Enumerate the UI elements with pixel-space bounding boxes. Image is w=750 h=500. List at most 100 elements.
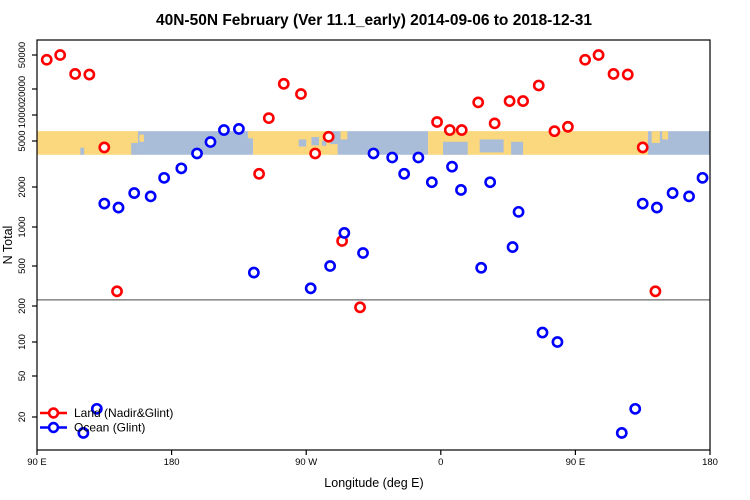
y-tick-label: 20 (17, 412, 28, 423)
data-point-ocean (158, 171, 171, 184)
y-tick-label: 100 (17, 334, 28, 350)
x-tick-label: 0 (438, 457, 443, 468)
map-band-patch (443, 141, 468, 155)
map-band-patch (662, 131, 669, 140)
legend-item-marker (47, 421, 60, 434)
data-point-land (548, 125, 561, 138)
map-band-segment (137, 131, 254, 155)
data-point-ocean (666, 187, 679, 199)
data-point-ocean (112, 201, 125, 214)
data-point-ocean (324, 260, 337, 272)
map-band-patch (651, 131, 660, 143)
data-point-ocean (90, 402, 103, 415)
data-point-ocean (636, 197, 649, 210)
data-point-ocean (98, 197, 111, 210)
map-band-patch (131, 142, 138, 155)
x-tick-label: 90 E (566, 457, 586, 468)
data-point-land (621, 68, 634, 81)
map-band-patch (340, 131, 348, 140)
y-axis-label: N Total (1, 226, 15, 265)
data-point-ocean (247, 266, 260, 279)
y-tick-label: 10000 (17, 102, 28, 128)
data-point-ocean (512, 205, 525, 218)
data-point-ocean (398, 167, 411, 180)
data-point-land (532, 79, 545, 92)
data-point-ocean (484, 176, 497, 189)
map-band-patch (80, 147, 85, 155)
map-band-patch (330, 144, 338, 155)
data-point-land (54, 49, 67, 61)
y-tick-label: 50 (17, 371, 28, 382)
data-point-ocean (204, 136, 217, 148)
data-point-ocean (357, 247, 369, 259)
data-point-land (488, 117, 501, 130)
map-band-patch (511, 141, 524, 155)
data-point-ocean (696, 171, 709, 184)
x-tick-label: 90 E (27, 457, 47, 468)
data-point-land (322, 130, 335, 143)
data-point-ocean (386, 151, 399, 164)
data-point-land (636, 141, 649, 154)
data-point-ocean (455, 184, 467, 196)
x-axis-label: Longitude (deg E) (324, 476, 423, 490)
data-point-land (295, 88, 307, 100)
data-point-land (649, 285, 662, 298)
legend-item-marker (47, 407, 60, 419)
data-point-ocean (77, 427, 90, 439)
data-point-ocean (218, 124, 230, 136)
y-tick-label: 500 (17, 258, 28, 274)
data-point-land (455, 124, 468, 136)
data-point-land (40, 53, 53, 66)
plot-frame (36, 39, 711, 451)
data-point-ocean (425, 176, 438, 189)
data-point-ocean (536, 326, 549, 339)
data-point-land (503, 95, 516, 107)
data-point-ocean (651, 201, 663, 214)
data-point-land (517, 95, 529, 107)
data-point-ocean (683, 190, 695, 203)
data-point-ocean (232, 123, 245, 135)
data-point-land (309, 147, 322, 160)
data-point-ocean (128, 187, 141, 199)
data-point-land (277, 77, 290, 90)
data-point-land (607, 68, 620, 80)
legend-item-label: Ocean (Glint) (74, 421, 145, 435)
map-band-patch (479, 139, 504, 153)
data-point-ocean (338, 227, 351, 239)
data-point-land (472, 96, 485, 109)
y-tick-label: 50000 (17, 42, 28, 68)
chart-title: 40N-50N February (Ver 11.1_early) 2014-0… (156, 12, 592, 29)
map-band-patch (311, 137, 319, 146)
data-point-land (83, 68, 96, 81)
plot-area: 5000020000100005000200010005002001005020… (17, 39, 718, 468)
map-band-segment (330, 131, 429, 155)
y-tick-label: 1000 (17, 216, 28, 237)
data-point-ocean (175, 162, 188, 175)
map-band-patch (247, 131, 254, 139)
data-point-land (354, 301, 366, 314)
x-tick-label: 180 (702, 457, 718, 468)
data-point-ocean (191, 147, 203, 160)
y-tick-label: 2000 (17, 176, 28, 197)
map-band-segment (37, 131, 138, 155)
y-tick-label: 20000 (17, 76, 28, 102)
x-tick-label: 90 W (295, 457, 317, 468)
data-point-ocean (144, 190, 157, 203)
data-point-land (592, 49, 605, 61)
map-band-segment (253, 131, 331, 155)
data-point-ocean (615, 427, 628, 439)
data-point-land (579, 53, 592, 66)
map-band-patch (321, 140, 327, 146)
data-point-ocean (506, 241, 519, 253)
data-point-land (253, 167, 265, 180)
data-point-ocean (629, 402, 642, 415)
data-point-land (69, 68, 82, 80)
data-point-ocean (551, 336, 564, 348)
data-point-ocean (412, 151, 425, 164)
x-tick-label: 180 (164, 457, 180, 468)
data-point-land (111, 285, 123, 298)
legend-item-label: Land (Nadir&Glint) (74, 406, 173, 420)
data-point-land (262, 112, 275, 125)
data-point-land (562, 120, 574, 133)
